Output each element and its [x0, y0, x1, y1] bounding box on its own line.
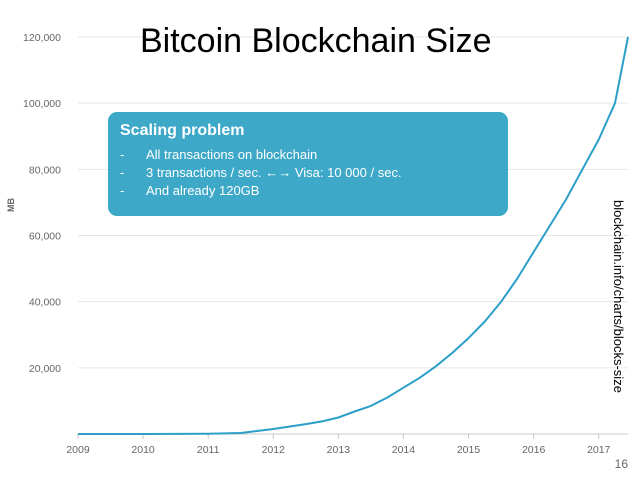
callout-bullet: - 3 transactions / sec. ←→ Visa: 10 000 /… [120, 164, 496, 182]
x-tick-label: 2016 [522, 444, 546, 456]
x-tick-label: 2015 [457, 444, 481, 456]
callout-bullet: - And already 120GB [120, 182, 496, 200]
y-tick-label: 40,000 [29, 297, 61, 309]
callout-bullet-list: - All transactions on blockchain - 3 trans… [120, 146, 496, 200]
callout-bullet: - All transactions on blockchain [120, 146, 496, 164]
x-tick-label: 2011 [197, 444, 220, 456]
y-tick-label: 60,000 [29, 231, 61, 243]
callout-bullet-text: 3 transactions / sec. ←→ Visa: 10 000 / … [146, 165, 402, 180]
y-tick-label: 20,000 [29, 363, 61, 375]
y-tick-label: 100,000 [23, 98, 61, 110]
bullet-marker: - [120, 147, 125, 162]
x-tick-label: 2014 [392, 444, 416, 456]
callout-bullet-text: All transactions on blockchain [146, 147, 318, 162]
y-tick-label: 80,000 [29, 164, 61, 176]
chart-title: Bitcoin Blockchain Size [140, 22, 492, 60]
callout-title: Scaling problem [120, 122, 245, 139]
x-tick-label: 2009 [66, 444, 90, 456]
callout-bullet-text: And already 120GB [146, 183, 260, 198]
scaling-problem-callout: Scaling problem - All transactions on blo… [108, 112, 508, 216]
source-link[interactable]: blockchain.info/charts/blocks-size [611, 200, 626, 393]
y-axis-label: MB [6, 198, 16, 212]
series-line [78, 36, 629, 435]
x-tick-label: 2017 [587, 444, 611, 456]
bullet-marker: - [120, 183, 125, 198]
x-tick-label: 2012 [262, 444, 286, 456]
page-number: 16 [614, 457, 628, 471]
bullet-marker: - [120, 165, 125, 180]
y-tick-label: 120,000 [23, 32, 61, 44]
x-tick-label: 2010 [131, 444, 155, 456]
x-tick-label: 2013 [327, 444, 351, 456]
